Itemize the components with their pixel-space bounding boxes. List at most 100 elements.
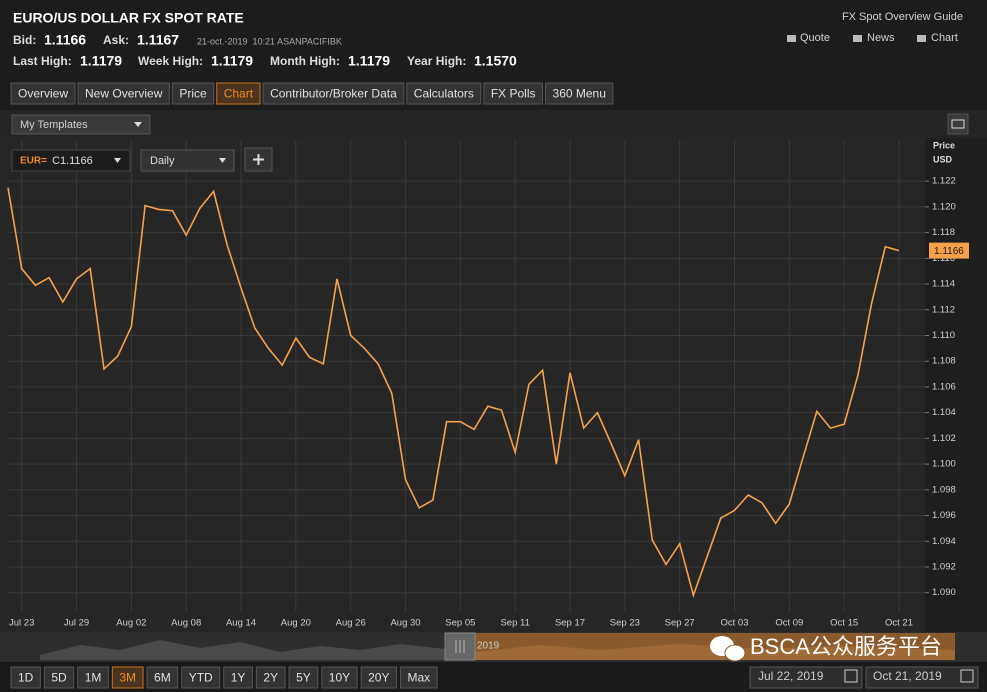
y-tick-label: 1.110: [932, 330, 955, 341]
range-button-label: 3M: [119, 671, 136, 685]
toolbar: [0, 110, 987, 138]
dropdown-arrow: [114, 158, 121, 163]
tab[interactable]: [262, 82, 405, 105]
y-tick-label: 1.100: [932, 459, 956, 470]
range-button[interactable]: [399, 666, 438, 689]
x-tick-label: Oct 03: [721, 618, 749, 629]
ric: EUR=: [20, 156, 47, 167]
x-tick-label: Oct 21: [885, 618, 913, 629]
range-button-label: Max: [407, 671, 430, 685]
tab-label: 360 Menu: [553, 87, 606, 101]
tab[interactable]: [406, 82, 482, 105]
last-price-label: 1.1166: [934, 246, 964, 257]
tab[interactable]: [10, 82, 76, 105]
date-from: Jul 22, 2019: [758, 669, 824, 683]
last-high-label: Last High:: [13, 54, 72, 68]
chart-link[interactable]: Chart: [931, 32, 958, 44]
range-button[interactable]: [43, 666, 75, 689]
range-button[interactable]: [360, 666, 397, 689]
range-button[interactable]: [321, 666, 358, 689]
range-button-label: 1D: [18, 671, 34, 685]
plus-icon: [253, 154, 264, 165]
tab[interactable]: [171, 82, 215, 105]
quote-link[interactable]: Quote: [800, 32, 830, 44]
tab-bar: Overview New Overview Price Chart Contributo…: [10, 82, 614, 105]
ask-label: Ask:: [103, 33, 129, 47]
y-tick-label: 1.106: [932, 381, 956, 392]
range-button[interactable]: [255, 666, 286, 689]
x-tick-label: Jul 29: [64, 618, 89, 629]
tab[interactable]: [483, 82, 544, 105]
interval-selector[interactable]: [140, 149, 235, 172]
tab-label: New Overview: [85, 87, 163, 101]
price-line: [7, 187, 900, 599]
week-high-label: Week High:: [138, 54, 203, 68]
y-tick-label: 1.122: [932, 176, 956, 187]
x-tick-label: Sep 05: [445, 618, 475, 629]
y-tick-label: 1.094: [932, 536, 956, 547]
y-tick-label: 1.104: [932, 407, 956, 418]
x-tick-label: Sep 23: [610, 618, 640, 629]
x-tick-label: Aug 20: [281, 618, 311, 629]
range-button[interactable]: [288, 666, 319, 689]
last-high: 1.1179: [80, 53, 122, 69]
ric-selector[interactable]: [11, 149, 131, 172]
bid: 1.1166: [44, 32, 86, 48]
year-high: 1.1570: [474, 53, 517, 69]
guide-link[interactable]: FX Spot Overview Guide: [842, 11, 963, 23]
x-tick-label: Aug 08: [171, 618, 201, 629]
range-button-label: 2Y: [263, 671, 278, 685]
range-button-label: 20Y: [368, 671, 389, 685]
range-button-label: 5D: [51, 671, 67, 685]
tab-label: Overview: [18, 87, 68, 101]
y-axis-label: Price: [933, 140, 955, 150]
news-icon: [853, 35, 862, 42]
tab[interactable]: [545, 82, 614, 105]
timestamp: 21-oct.-2019 10:21 ASANPACIFIBK: [197, 36, 342, 46]
tab-label: Chart: [224, 87, 254, 101]
date-to: Oct 21, 2019: [873, 669, 942, 683]
y-tick-label: 1.112: [932, 304, 955, 315]
news-link[interactable]: News: [867, 32, 895, 44]
y-tick-label: 1.096: [932, 510, 956, 521]
tab[interactable]: [77, 82, 170, 105]
last-price-tag: [929, 242, 969, 259]
y-tick-label: 1.090: [932, 587, 956, 598]
y-axis-unit: USD: [933, 154, 953, 164]
year-high-label: Year High:: [407, 54, 466, 68]
y-tick-label: 1.120: [932, 201, 956, 212]
templates-dropdown[interactable]: [11, 114, 151, 135]
month-high: 1.1179: [348, 53, 390, 69]
range-buttons: 1D 5D 1M 3M 6M YTD 1Y 2Y 5Y 10Y 20Y Max: [10, 666, 438, 689]
range-button[interactable]: [111, 666, 144, 689]
chart-panel: [0, 138, 987, 632]
range-button[interactable]: [223, 666, 253, 689]
x-tick-label: Aug 30: [390, 618, 420, 629]
y-tick-label: 1.114: [932, 279, 955, 290]
watermark: BSCA公众服务平台: [750, 634, 942, 659]
range-button[interactable]: [10, 666, 41, 689]
x-tick-label: Aug 26: [336, 618, 366, 629]
title: EURO/US DOLLAR FX SPOT RATE: [13, 10, 244, 26]
tab[interactable]: [216, 82, 261, 105]
wechat-icon: [724, 644, 746, 662]
month-high-label: Month High:: [270, 54, 340, 68]
grid: 1.090 1.092 1.094 1.096 1.098 1.100 1.102 1.104…: [8, 140, 956, 629]
interval: Daily: [150, 155, 175, 167]
date-from-field[interactable]: [749, 666, 863, 689]
ask: 1.1167: [137, 32, 179, 48]
bid-label: Bid:: [13, 33, 36, 47]
range-button[interactable]: [77, 666, 109, 689]
range-button[interactable]: [146, 666, 179, 689]
range-button[interactable]: [181, 666, 221, 689]
range-button-label: 1M: [85, 671, 102, 685]
x-tick-label: Aug 14: [226, 618, 256, 629]
date-to-field[interactable]: [865, 666, 979, 689]
print-button[interactable]: [947, 113, 969, 135]
calendar-icon: [844, 669, 858, 683]
y-tick-label: 1.098: [932, 484, 956, 495]
handle-grip: [455, 640, 465, 653]
tab-label: Contributor/Broker Data: [270, 87, 397, 101]
y-tick-label: 1.102: [932, 433, 956, 444]
y-tick-label: 1.118: [932, 227, 955, 238]
